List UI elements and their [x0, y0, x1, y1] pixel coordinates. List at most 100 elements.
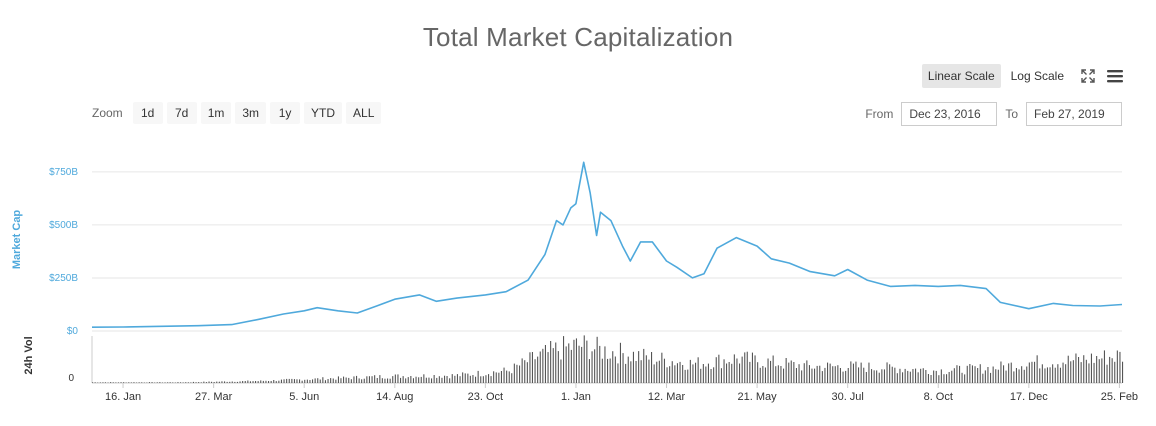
volume-bar — [343, 376, 345, 383]
x-tick-label: 5. Jun — [289, 391, 319, 403]
log-scale-button[interactable]: Log Scale — [1010, 69, 1064, 83]
volume-bar — [1098, 359, 1100, 383]
volume-bar — [700, 368, 702, 383]
volume-bar — [361, 379, 363, 383]
volume-bar — [695, 362, 697, 383]
volume-bar — [783, 368, 785, 383]
x-tick-label: 25. Feb — [1101, 391, 1138, 403]
volume-bar — [767, 358, 769, 383]
volume-bar — [920, 368, 922, 383]
volume-bar — [278, 380, 280, 383]
volume-bar — [169, 382, 171, 383]
volume-bar — [1101, 358, 1103, 383]
zoom-1d-button[interactable]: 1d — [132, 102, 163, 124]
zoom-ytd-button[interactable]: YTD — [304, 102, 343, 124]
volume-bar — [772, 355, 774, 383]
volume-bar — [630, 361, 632, 383]
volume-bar — [368, 376, 370, 383]
zoom-1y-button[interactable]: 1y — [270, 102, 301, 124]
volume-bar — [92, 382, 94, 383]
volume-bar — [1010, 362, 1012, 383]
linear-scale-button[interactable]: Linear Scale — [921, 64, 1001, 88]
to-date-input[interactable]: Feb 27, 2019 — [1026, 102, 1122, 126]
volume-bar — [775, 366, 777, 383]
volume-bar — [519, 365, 521, 383]
volume-bar — [909, 371, 911, 383]
volume-bar — [146, 382, 148, 383]
volume-bar — [1036, 355, 1038, 383]
volume-bar — [200, 382, 202, 383]
x-tick-label: 8. Oct — [924, 391, 953, 403]
volume-bar — [710, 369, 712, 383]
volume-bar — [974, 366, 976, 383]
volume-bar — [625, 363, 627, 383]
zoom-7d-button[interactable]: 7d — [166, 102, 197, 124]
volume-bar — [943, 374, 945, 383]
volume-bar — [961, 372, 963, 383]
volume-bar — [296, 379, 298, 383]
volume-bar — [1003, 365, 1005, 383]
volume-bar — [187, 382, 189, 383]
volume-bar — [330, 378, 332, 383]
volume-bar — [526, 362, 528, 383]
volume-bar — [801, 370, 803, 383]
volume-bar — [167, 382, 169, 383]
x-tick-label: 30. Jul — [831, 391, 863, 403]
volume-bar — [1046, 367, 1048, 383]
volume-bar — [617, 363, 619, 383]
volume-bar — [260, 380, 262, 383]
volume-bar — [684, 369, 686, 383]
volume-bar — [1000, 361, 1002, 383]
volume-bar — [759, 367, 761, 383]
volume-bar — [350, 379, 352, 383]
volume-bar — [793, 362, 795, 383]
volume-bar — [213, 382, 215, 383]
volume-bar — [935, 370, 937, 383]
volume-bar — [190, 382, 192, 383]
volume-bar — [555, 342, 557, 383]
volume-bar — [837, 365, 839, 383]
menu-icon[interactable] — [1106, 68, 1123, 84]
volume-bar — [402, 376, 404, 383]
volume-bar — [314, 378, 316, 383]
volume-bar — [718, 354, 720, 383]
volume-bar — [925, 370, 927, 383]
volume-bar — [1083, 355, 1085, 383]
volume-bar — [164, 382, 166, 383]
volume-bar — [410, 376, 412, 383]
date-range-selector: From Dec 23, 2016 To Feb 27, 2019 — [865, 102, 1122, 126]
volume-bar — [568, 343, 570, 383]
market-cap-line — [91, 161, 1123, 328]
volume-bar — [270, 381, 272, 383]
zoom-all-button[interactable]: ALL — [346, 102, 382, 124]
volume-bar — [607, 358, 609, 383]
volume-bar — [977, 368, 979, 383]
volume-bar — [337, 376, 339, 383]
volume-bar — [117, 382, 119, 383]
volume-bar — [827, 362, 829, 383]
fullscreen-icon[interactable] — [1080, 68, 1096, 84]
volume-bar — [661, 352, 663, 383]
volume-bar — [130, 382, 132, 383]
volume-bar — [392, 376, 394, 383]
volume-bar — [1026, 366, 1028, 383]
volume-bar — [340, 378, 342, 383]
zoom-3m-button[interactable]: 3m — [235, 102, 267, 124]
volume-bar — [966, 365, 968, 383]
volume-bar — [736, 358, 738, 383]
volume-bar — [451, 374, 453, 383]
volume-bar — [599, 345, 601, 383]
volume-bar — [485, 375, 487, 383]
volume-bar — [407, 377, 409, 383]
y-tick-label: $750B — [49, 167, 78, 178]
volume-bar — [265, 380, 267, 383]
zoom-1m-button[interactable]: 1m — [200, 102, 232, 124]
volume-bar — [612, 351, 614, 383]
from-date-input[interactable]: Dec 23, 2016 — [901, 102, 998, 126]
volume-bar — [464, 373, 466, 383]
volume-bar — [444, 375, 446, 383]
volume-bar — [180, 382, 182, 383]
volume-bar — [1044, 368, 1046, 383]
volume-bar — [293, 379, 295, 383]
volume-bar — [1109, 356, 1111, 383]
